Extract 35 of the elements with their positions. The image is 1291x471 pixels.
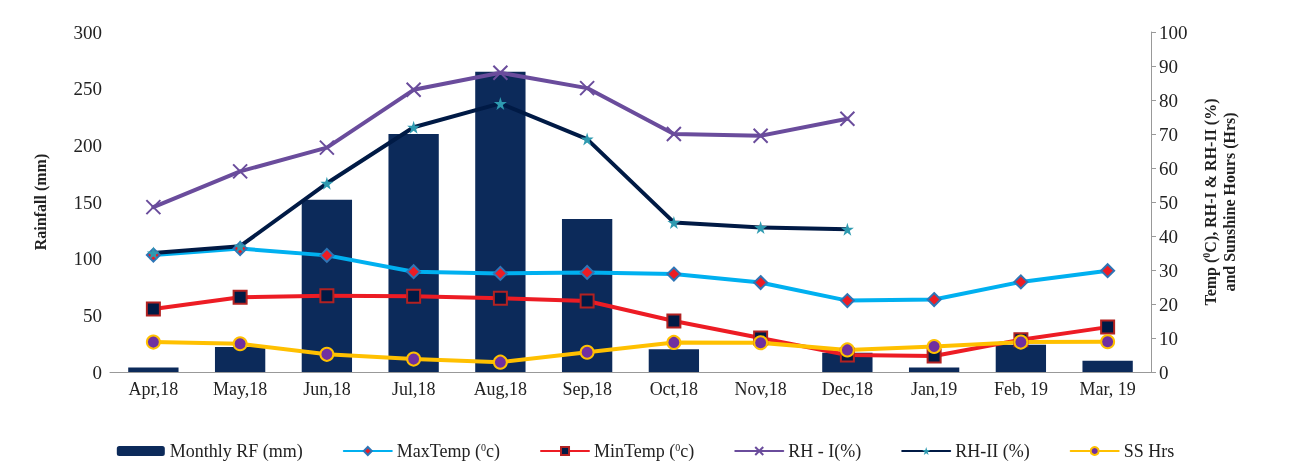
- x-tick-label: Jul,18: [391, 379, 436, 399]
- x-tick-label: Dec,18: [821, 379, 874, 399]
- y-tick-label: 50: [83, 304, 102, 326]
- x-tick-label: May,18: [212, 379, 268, 399]
- legend-label: SS Hrs: [1123, 441, 1175, 461]
- y2-tick-label: 20: [1159, 293, 1178, 315]
- y2-tick-label: 100: [1159, 21, 1188, 43]
- y-tick-label: 250: [73, 78, 102, 100]
- y-tick-label: 200: [73, 134, 102, 156]
- y2-tick-label: 40: [1159, 225, 1178, 247]
- x-tick-label: Sep,18: [562, 379, 612, 399]
- x-tick-label: Apr,18: [128, 379, 179, 399]
- legend-label: RH - I(%): [788, 441, 862, 462]
- y2-tick-label: 60: [1159, 157, 1178, 179]
- x-tick-label: Aug,18: [473, 379, 528, 399]
- y-tick-label: 150: [73, 191, 102, 213]
- y2-tick-label: 90: [1159, 55, 1178, 77]
- y2-tick-label: 0: [1159, 361, 1169, 383]
- x-tick-label: Oct,18: [649, 379, 699, 399]
- legend-label: Monthly RF (mm): [169, 441, 303, 462]
- y-tick-label: 0: [92, 361, 102, 383]
- y2-tick-label: 70: [1159, 123, 1178, 145]
- y-tick-label: 300: [73, 21, 102, 43]
- x-tick-label: Jun,18: [303, 379, 351, 399]
- y2-tick-label: 30: [1159, 259, 1178, 281]
- y2-tick-label: 50: [1159, 191, 1178, 213]
- x-tick-label: Nov,18: [734, 379, 787, 399]
- y2-tick-label: 10: [1159, 327, 1178, 349]
- legend-label: RH-II (%): [955, 441, 1030, 462]
- x-tick-label: Mar, 19: [1079, 379, 1136, 399]
- y-axis-title: Rainfall (mm): [32, 153, 50, 251]
- y-tick-label: 100: [73, 248, 102, 270]
- x-tick-label: Feb, 19: [993, 379, 1048, 399]
- x-tick-label: Jan,19: [910, 379, 958, 399]
- y2-tick-label: 80: [1159, 89, 1178, 111]
